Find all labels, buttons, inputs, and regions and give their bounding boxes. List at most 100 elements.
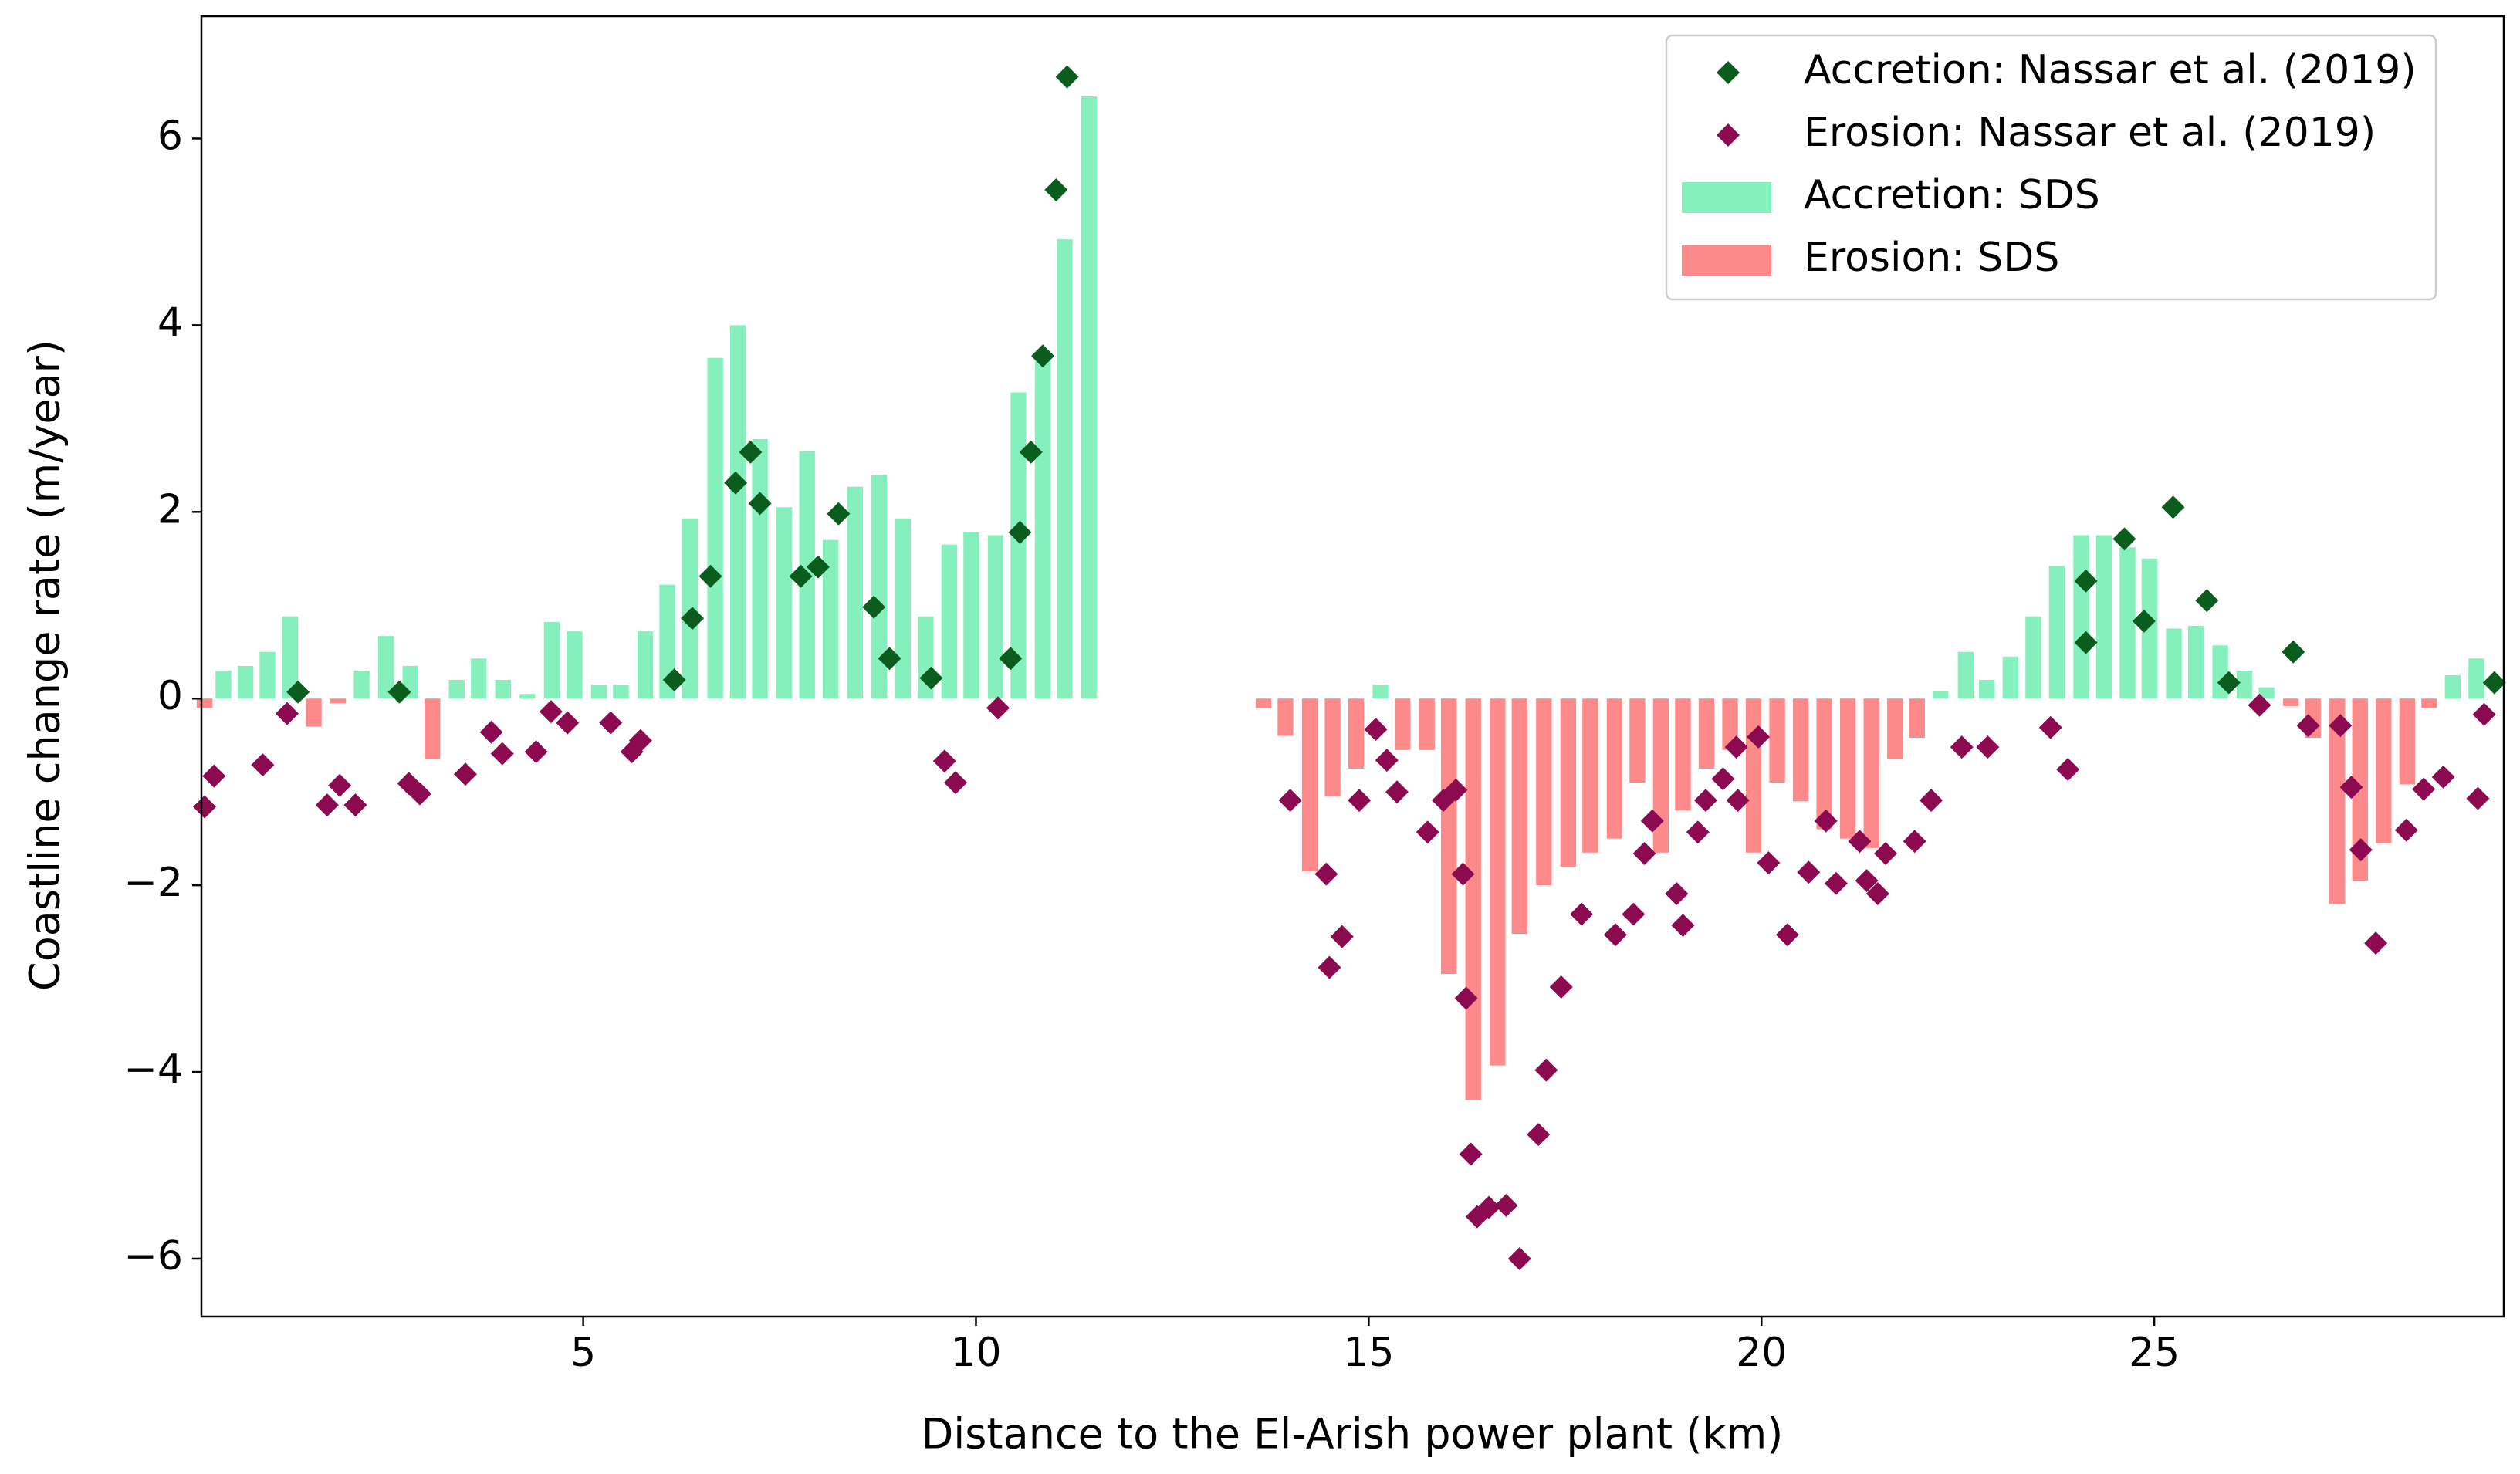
bar (2002, 656, 2019, 699)
marker (2132, 609, 2156, 633)
bar (729, 325, 746, 699)
marker (628, 729, 652, 752)
marker (1855, 869, 1879, 893)
bar (2048, 566, 2065, 699)
bar (1887, 698, 1903, 759)
marker (2329, 714, 2353, 738)
marker (524, 740, 548, 764)
marker (1451, 862, 1475, 886)
bar (1909, 698, 1925, 739)
bar (425, 698, 441, 759)
marker (1459, 1142, 1483, 1166)
marker (1824, 871, 1848, 895)
marker (2038, 715, 2062, 739)
bar (2283, 698, 2299, 706)
marker (739, 440, 763, 464)
y-tick-label: 6 (157, 113, 183, 159)
marker (1019, 440, 1043, 464)
bar (1722, 698, 1738, 750)
marker (1976, 735, 2000, 759)
legend-label: Erosion: Nassar et al. (2019) (1804, 110, 2376, 156)
marker (1055, 65, 1079, 89)
bar (2444, 674, 2461, 699)
x-axis-label: Distance to the El-Arish power plant (km… (922, 1410, 1784, 1459)
bar (1933, 691, 1949, 699)
marker (999, 647, 1023, 671)
marker (2466, 786, 2490, 810)
bar (1034, 353, 1051, 699)
bar (776, 507, 793, 699)
y-tick-label: −2 (123, 860, 183, 906)
marker (1632, 842, 1656, 866)
marker (275, 702, 299, 725)
y-tick-label: −4 (123, 1046, 183, 1093)
marker (1622, 902, 1646, 926)
marker (862, 595, 886, 619)
bar (2073, 535, 2089, 699)
marker (827, 502, 851, 526)
plot-frame (200, 15, 2505, 1318)
bar (1582, 698, 1598, 853)
marker (1507, 1247, 1531, 1271)
marker (724, 471, 748, 495)
x-tick-label: 20 (1736, 1330, 1787, 1376)
marker (2074, 631, 2098, 654)
bar (1372, 685, 1389, 699)
bar (1979, 680, 1995, 699)
marker (2349, 838, 2373, 862)
marker (1318, 955, 1341, 979)
bar (1606, 698, 1623, 839)
bar (682, 518, 698, 699)
marker (1416, 820, 1439, 844)
marker (2195, 589, 2219, 613)
bar (1745, 698, 1762, 853)
bar (2141, 558, 2158, 699)
legend: Accretion: Nassar et al. (2019) Erosion: … (1665, 34, 2437, 301)
bar (1511, 698, 1527, 935)
bar (448, 680, 465, 699)
bar (495, 680, 511, 699)
bar (2329, 698, 2346, 904)
marker (1444, 778, 1468, 802)
marker (1797, 860, 1821, 884)
marker (2412, 777, 2436, 801)
legend-swatch (1682, 182, 1771, 213)
marker (2296, 714, 2320, 738)
bar (215, 670, 232, 699)
marker (1848, 830, 1872, 854)
marker (1903, 830, 1926, 854)
marker (2339, 776, 2363, 800)
bar (752, 438, 768, 699)
marker (2217, 671, 2241, 695)
marker (2482, 671, 2506, 695)
marker (1477, 1195, 1501, 1219)
y-tick-label: −6 (123, 1233, 183, 1280)
marker (2056, 758, 2080, 782)
bar (353, 670, 370, 699)
bar (613, 685, 629, 699)
marker (2431, 765, 2455, 789)
bar (2468, 658, 2484, 699)
bar (590, 685, 607, 699)
marker (1865, 882, 1889, 906)
bar (471, 658, 487, 699)
x-tick-label: 5 (570, 1330, 596, 1376)
bar (1277, 698, 1294, 736)
bar (1394, 698, 1411, 750)
y-tick-label: 2 (157, 486, 183, 532)
marker (1314, 862, 1338, 886)
bar (282, 616, 299, 699)
bar (1698, 698, 1715, 769)
bar (1652, 698, 1669, 853)
bar (567, 631, 583, 699)
bar (1301, 698, 1318, 872)
marker (2364, 931, 2388, 955)
marker (1726, 789, 1750, 813)
marker (1665, 882, 1689, 906)
bar (2119, 547, 2136, 699)
marker (681, 607, 705, 631)
marker (1031, 344, 1055, 368)
marker (806, 555, 830, 579)
bar (259, 651, 276, 699)
